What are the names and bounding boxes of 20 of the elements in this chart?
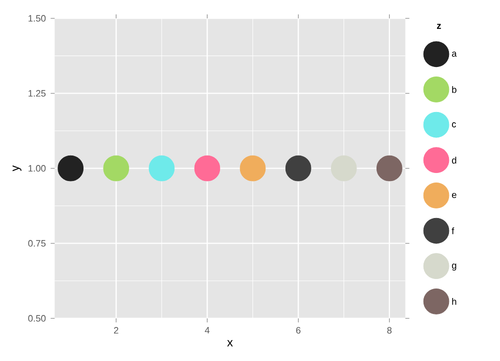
legend-label: a — [452, 52, 457, 57]
y-axis-title: y — [12, 165, 22, 172]
x-tick-label: 2 — [114, 327, 118, 334]
legend-label: g — [452, 264, 456, 271]
legend-label: h — [452, 298, 456, 305]
legend-label: b — [452, 86, 456, 93]
x-tick-label: 4 — [204, 327, 210, 334]
legend-label: f — [452, 227, 454, 234]
y-tick-label: 1.25 — [28, 90, 46, 97]
y-tick-label: 0.50 — [28, 315, 46, 322]
legend-label: c — [452, 122, 456, 128]
x-tick-label: 6 — [296, 327, 300, 334]
y-tick-label: 0.75 — [28, 240, 46, 247]
y-tick-label: 1.50 — [28, 15, 46, 22]
legend-title: z — [436, 24, 441, 29]
x-tick-label: 8 — [387, 327, 392, 334]
legend-label: d — [452, 156, 456, 164]
y-tick-label: 1.00 — [28, 165, 46, 172]
legend-label: e — [452, 192, 456, 198]
x-axis-title: x — [227, 340, 233, 346]
